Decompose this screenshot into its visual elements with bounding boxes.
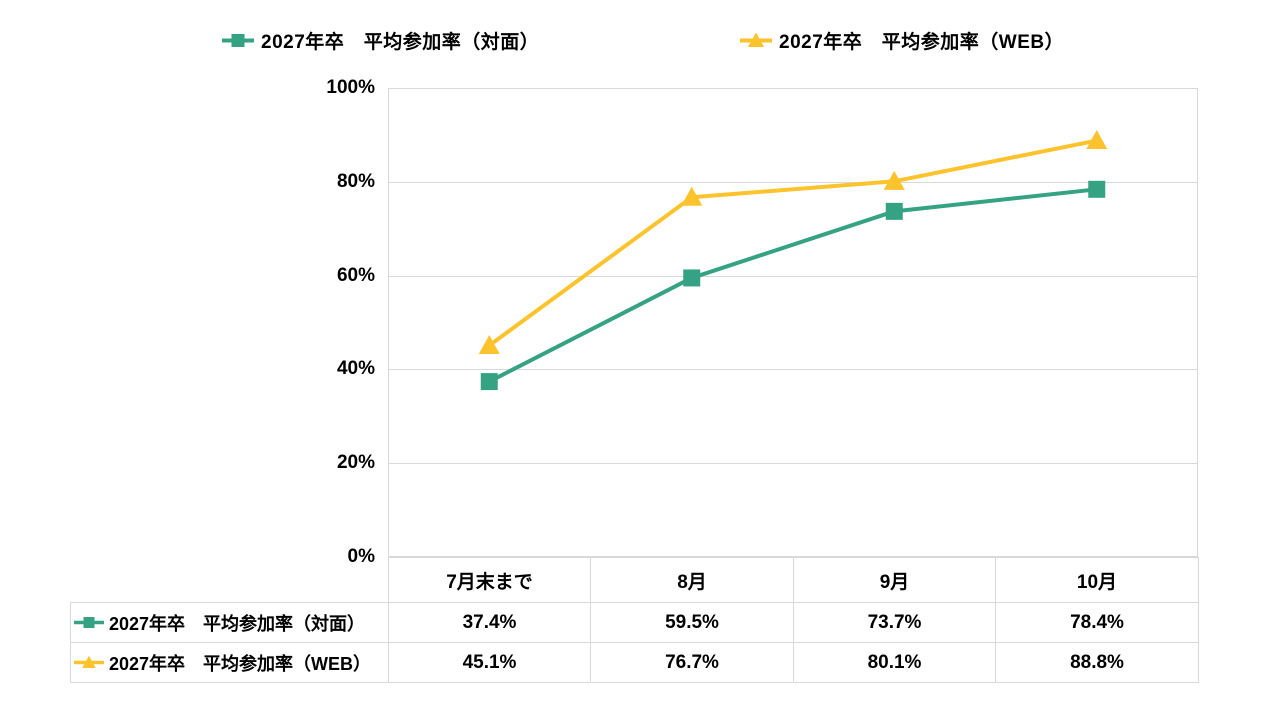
row-label-cell: 2027年卒 平均参加率（対面） <box>70 602 389 643</box>
marker-square-icon <box>683 269 701 287</box>
table-value-cell: 78.4% <box>995 602 1199 643</box>
plot-border <box>388 88 1198 557</box>
table-value-cell: 45.1% <box>388 642 591 683</box>
legend-key-square-icon <box>222 34 254 47</box>
legend-item-web: 2027年卒 平均参加率（WEB） <box>740 27 1064 54</box>
series-line-taimen <box>487 187 1099 384</box>
y-axis-tick-label: 20% <box>336 452 375 474</box>
table-row: 2027年卒 平均参加率（対面） 37.4% 59.5% 73.7% 78.4% <box>70 602 1199 643</box>
chart-data-table: 7月末まで 8月 9月 10月 2027年卒 平均参加率（対面） 37.4% 59.5% 73… <box>70 557 1199 683</box>
x-axis-header-cell: 7月末まで <box>388 557 591 603</box>
legend-key-triangle-icon <box>740 32 772 47</box>
table-value-cell: 76.7% <box>590 642 794 683</box>
x-axis-header-cell: 10月 <box>995 557 1199 603</box>
x-axis-header-cell: 8月 <box>590 557 794 603</box>
table-corner-cell <box>70 557 389 603</box>
legend-key-triangle-icon <box>74 655 104 668</box>
marker-triangle-icon <box>681 186 703 206</box>
series-line-web <box>487 138 1099 348</box>
row-label-cell: 2027年卒 平均参加率（WEB） <box>70 642 389 683</box>
marker-triangle-icon <box>1086 130 1108 150</box>
y-axis-tick-label: 60% <box>336 264 375 286</box>
marker-square-icon <box>885 202 903 220</box>
marker-square-icon <box>1088 180 1106 198</box>
x-axis-header-cell: 9月 <box>793 557 996 603</box>
y-axis-tick-label: 40% <box>336 358 375 380</box>
marker-square-icon <box>480 373 498 391</box>
y-axis-tick-label: 100% <box>326 77 375 98</box>
table-value-cell: 59.5% <box>590 602 794 643</box>
row-label: 2027年卒 平均参加率（WEB） <box>109 653 372 674</box>
table-value-cell: 37.4% <box>388 602 591 643</box>
marker-triangle-icon <box>883 170 905 190</box>
table-row: 2027年卒 平均参加率（WEB） 45.1% 76.7% 80.1% 88.8% <box>70 642 1199 683</box>
table-value-cell: 73.7% <box>793 602 996 643</box>
legend-item-taimen: 2027年卒 平均参加率（対面） <box>222 27 539 54</box>
legend-label: 2027年卒 平均参加率（WEB） <box>779 32 1065 53</box>
y-axis-tick-label: 80% <box>336 170 375 192</box>
legend-key-square-icon <box>74 617 104 628</box>
marker-triangle-icon <box>478 334 500 354</box>
table-value-cell: 88.8% <box>995 642 1199 683</box>
row-label: 2027年卒 平均参加率（対面） <box>109 613 366 634</box>
legend-label: 2027年卒 平均参加率（対面） <box>261 32 540 53</box>
table-value-cell: 80.1% <box>793 642 996 683</box>
